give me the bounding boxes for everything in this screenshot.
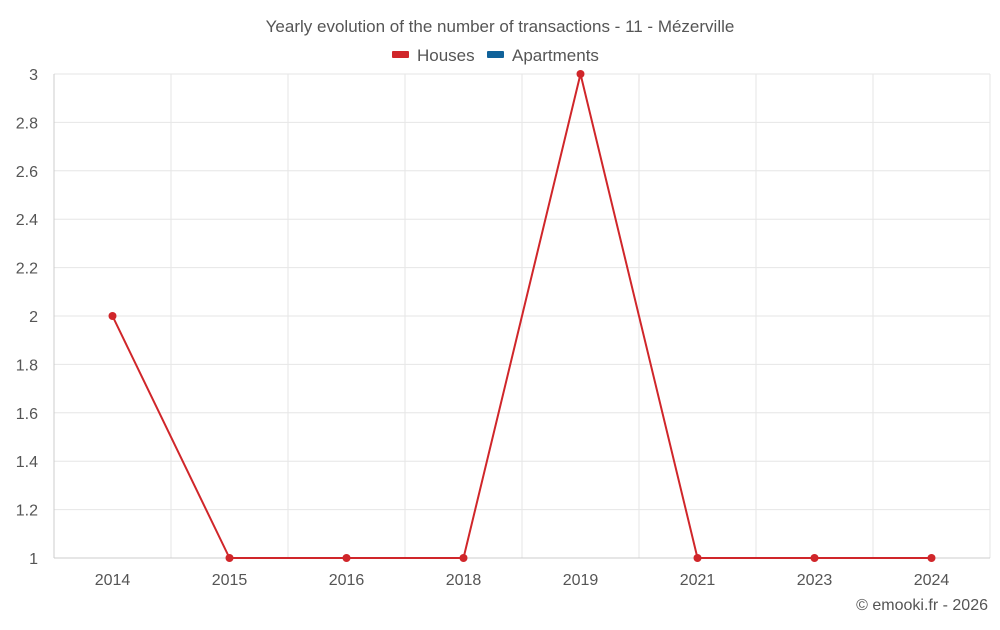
y-tick-label: 2.4 — [16, 212, 38, 229]
legend: Houses Apartments — [392, 46, 599, 65]
y-tick-label: 3 — [29, 67, 38, 84]
data-point-houses[interactable] — [108, 312, 117, 320]
credit-text: © emooki.fr - 2026 — [856, 597, 988, 614]
data-point-houses[interactable] — [576, 70, 585, 78]
x-tick-label: 2021 — [680, 572, 716, 589]
x-tick-label: 2018 — [446, 572, 482, 589]
y-tick-label: 1.4 — [16, 454, 38, 471]
data-point-houses[interactable] — [342, 554, 351, 562]
data-point-houses[interactable] — [927, 554, 936, 562]
y-tick-label: 2 — [29, 309, 38, 326]
y-tick-label: 1.8 — [16, 357, 38, 374]
y-tick-label: 2.6 — [16, 164, 38, 181]
x-tick-label: 2016 — [329, 572, 365, 589]
legend-item-houses[interactable]: Houses — [392, 46, 475, 65]
x-tick-label: 2019 — [563, 572, 599, 589]
y-tick-label: 2.8 — [16, 115, 38, 132]
data-point-houses[interactable] — [693, 554, 702, 562]
data-point-houses[interactable] — [459, 554, 468, 562]
x-tick-label: 2014 — [95, 572, 131, 589]
legend-swatch-apartments — [487, 51, 504, 58]
x-tick-label: 2015 — [212, 572, 248, 589]
x-tick-label: 2023 — [797, 572, 833, 589]
legend-label-apartments: Apartments — [512, 46, 599, 65]
series-layer — [108, 70, 936, 562]
legend-swatch-houses — [392, 51, 409, 58]
legend-label-houses: Houses — [417, 46, 475, 65]
data-point-houses[interactable] — [810, 554, 819, 562]
y-tick-label: 1.2 — [16, 503, 38, 520]
series-line-houses — [111, 73, 932, 559]
y-tick-label: 1.6 — [16, 406, 38, 423]
y-tick-label: 2.2 — [16, 261, 38, 278]
x-axis-ticks: 2014 2015 2016 2018 2019 2021 2023 2024 — [95, 572, 950, 589]
y-tick-label: 1 — [29, 551, 38, 568]
y-axis-ticks: 1 1.2 1.4 1.6 1.8 2 2.2 2.4 2.6 2.8 3 — [16, 67, 38, 568]
x-tick-label: 2024 — [914, 572, 950, 589]
legend-item-apartments[interactable]: Apartments — [487, 46, 599, 65]
chart-title: Yearly evolution of the number of transa… — [266, 17, 735, 36]
data-point-houses[interactable] — [225, 554, 234, 562]
